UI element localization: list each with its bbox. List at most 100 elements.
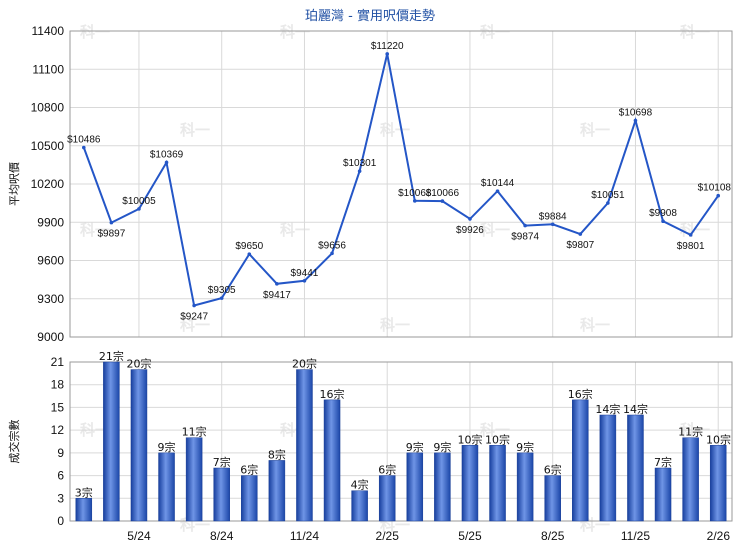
- deal-count-label: 3宗: [75, 485, 93, 499]
- price-data-label: $10486: [67, 135, 101, 146]
- price-data-label: $9801: [677, 241, 705, 252]
- watermark-text: 科一: [80, 221, 110, 239]
- price-data-label: $10108: [698, 183, 732, 194]
- deal-count-bar: [572, 399, 589, 522]
- price-point: [550, 222, 555, 227]
- deal-count-bar: [461, 445, 479, 522]
- price-data-label: $9897: [97, 229, 125, 240]
- deal-count-bar: [544, 475, 561, 522]
- line-y-tick-label: 9600: [37, 254, 64, 268]
- price-point: [661, 219, 665, 224]
- deal-count-bar: [185, 437, 203, 522]
- price-point: [633, 118, 638, 123]
- price-point: [688, 233, 693, 237]
- price-data-label: $10005: [122, 196, 156, 207]
- price-data-label: $9441: [291, 268, 319, 279]
- price-data-label: $10068: [398, 188, 432, 199]
- bar-y-tick-label: 12: [51, 423, 65, 437]
- bar-y-tick-label: 0: [57, 514, 64, 528]
- price-point: [578, 232, 583, 236]
- deal-count-bar: [158, 452, 175, 522]
- line-y-tick-label: 10800: [31, 101, 65, 115]
- price-data-label: $10144: [481, 178, 515, 189]
- x-tick-label: 8/24: [210, 529, 234, 543]
- price-data-label: $9807: [566, 240, 594, 251]
- watermark-text: 科一: [180, 316, 210, 334]
- deal-count-bar: [434, 452, 451, 522]
- line-y-tick-label: 9300: [37, 292, 64, 306]
- watermark-text: 科一: [480, 221, 510, 239]
- line-y-tick-label: 11400: [32, 24, 65, 38]
- watermark-text: 科一: [480, 23, 510, 41]
- deal-count-label: 9宗: [516, 440, 534, 454]
- bar-y-axis-label: 成交宗數: [7, 420, 21, 464]
- line-y-tick-label: 11100: [32, 62, 64, 76]
- deal-count-label: 8宗: [268, 447, 286, 461]
- line-y-tick-label: 10500: [31, 139, 65, 153]
- watermark-text: 科一: [580, 316, 610, 334]
- price-data-label: $9247: [180, 312, 208, 323]
- price-point: [275, 282, 279, 286]
- bar-plot-frame: [69, 361, 733, 522]
- line-y-tick-label: 10200: [31, 177, 65, 191]
- watermark-text: 科一: [180, 121, 210, 139]
- deal-count-bar: [323, 399, 341, 522]
- deal-count-bar: [213, 467, 230, 522]
- watermark-text: 科一: [280, 23, 310, 41]
- deal-count-label: 10宗: [457, 432, 482, 446]
- price-point: [330, 251, 334, 256]
- line-y-tick-label: 9900: [37, 215, 64, 229]
- bar-y-tick-label: 6: [57, 469, 64, 483]
- deal-count-bar: [75, 498, 93, 522]
- price-data-label: $9305: [208, 285, 236, 296]
- deal-count-bar: [627, 414, 644, 522]
- deal-count-label: 10宗: [706, 432, 731, 446]
- price-data-label: $10051: [591, 190, 625, 201]
- price-point: [192, 303, 196, 308]
- bar-y-tick-label: 9: [57, 446, 64, 460]
- deal-count-bar: [130, 369, 148, 522]
- price-point: [109, 220, 114, 225]
- line-y-tick-label: 9000: [37, 330, 64, 344]
- chart-title: 珀麗灣 - 實用呎價走勢: [305, 8, 435, 24]
- x-tick-label: 11/25: [621, 529, 650, 543]
- deal-count-label: 20宗: [126, 357, 151, 371]
- price-data-label: $9884: [539, 211, 567, 222]
- price-point: [523, 223, 527, 228]
- deal-count-bar: [654, 467, 672, 522]
- bar-y-tick-label: 15: [51, 400, 65, 414]
- deal-count-bar: [709, 445, 727, 522]
- price-point: [495, 189, 500, 193]
- price-data-label: $10369: [150, 149, 184, 160]
- price-data-label: $9908: [649, 208, 677, 219]
- price-point: [716, 193, 721, 198]
- watermark-text: 科一: [280, 221, 310, 239]
- deal-count-label: 6宗: [378, 463, 396, 477]
- deal-count-bar: [103, 361, 120, 522]
- price-point: [412, 199, 417, 203]
- line-plot-frame: [69, 30, 733, 338]
- bar-chart-panel: 036912151821成交宗數3宗21宗20宗9宗11宗7宗6宗8宗20宗16…: [7, 349, 733, 543]
- deal-count-bar: [516, 452, 534, 522]
- price-point: [219, 296, 224, 300]
- price-data-label: $10301: [343, 158, 377, 169]
- bar-y-tick-label: 21: [51, 355, 65, 369]
- price-data-label: $9656: [318, 240, 346, 251]
- price-data-label: $9926: [456, 225, 484, 236]
- watermark-text: 科一: [380, 121, 410, 139]
- line-y-axis-label: 平均呎價: [7, 162, 21, 206]
- price-data-label: $9417: [263, 290, 291, 301]
- price-data-label: $9650: [235, 241, 263, 252]
- price-point: [357, 169, 362, 173]
- x-tick-label: 11/24: [290, 529, 319, 543]
- deal-count-label: 10宗: [485, 432, 510, 446]
- price-point: [440, 199, 445, 203]
- price-point: [385, 52, 390, 56]
- deal-count-bar: [241, 475, 258, 522]
- price-point: [81, 145, 86, 150]
- deal-count-bar: [489, 445, 506, 522]
- watermark-text: 科一: [580, 121, 610, 139]
